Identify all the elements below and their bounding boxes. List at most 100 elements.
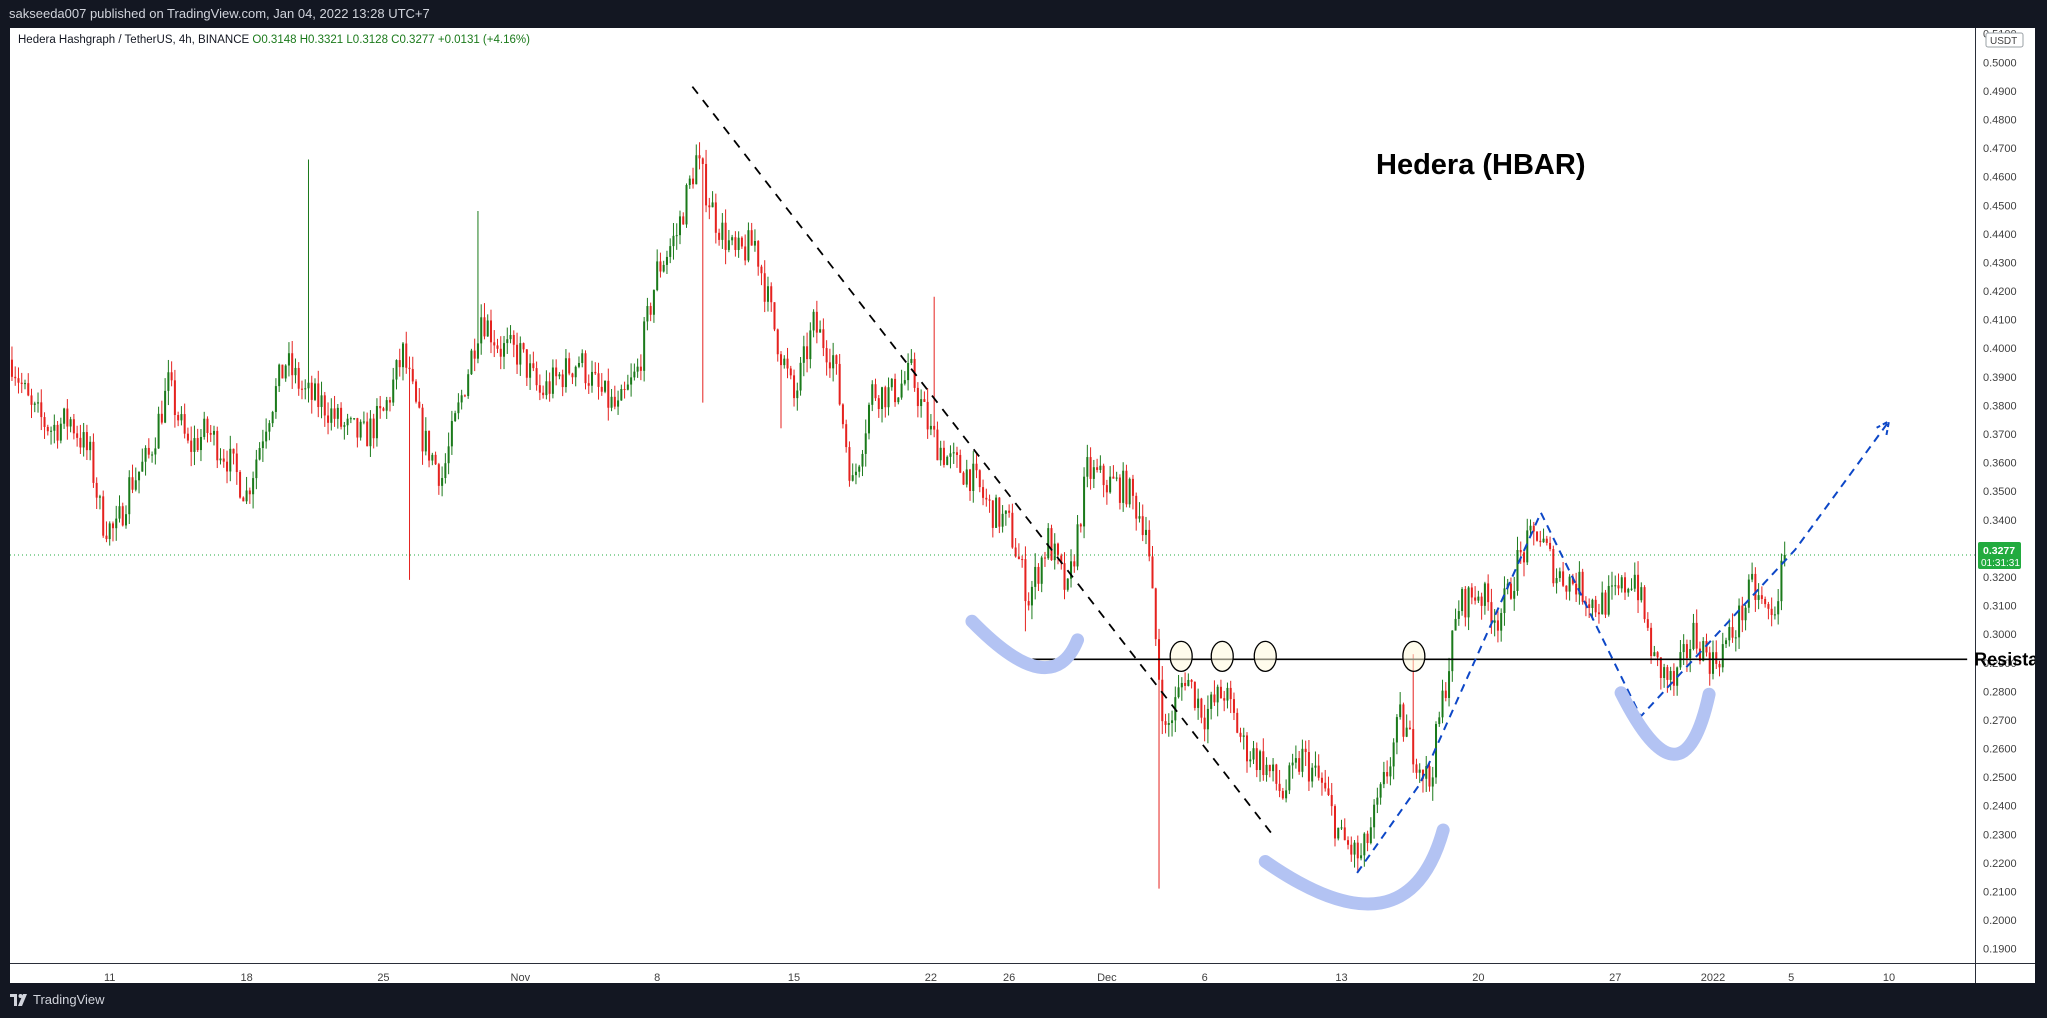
- candle-body-up: [1493, 620, 1496, 623]
- candle-body-down: [1079, 524, 1082, 527]
- candle-body-up: [53, 424, 56, 431]
- candle-body-up: [265, 431, 268, 442]
- candle-body-up: [268, 423, 271, 432]
- candle-body-down: [597, 373, 600, 387]
- ohlc-close: C0.3277: [388, 34, 435, 46]
- candle-body-down: [14, 376, 17, 379]
- candle-body-down: [815, 311, 818, 333]
- candle-body-down: [1656, 652, 1659, 658]
- candle-body-up: [662, 264, 665, 272]
- candle-body-down: [1255, 748, 1258, 771]
- candle-body-up: [349, 418, 352, 420]
- candle-body-up: [1777, 601, 1780, 615]
- candle-body-up: [164, 390, 167, 423]
- candle-body-up: [506, 339, 509, 344]
- y-tick-label: 0.4700: [1983, 143, 2017, 155]
- candle-body-down: [1096, 467, 1099, 470]
- candle-body-down: [1213, 694, 1216, 703]
- candle-body-down: [27, 383, 30, 396]
- candle-body-up: [314, 383, 317, 400]
- candle-body-down: [1184, 682, 1187, 686]
- candle-body-down: [1597, 612, 1600, 615]
- wave-arrowhead: [1876, 419, 1891, 436]
- candle-body-up: [23, 383, 27, 385]
- candle-body-down: [1770, 608, 1773, 616]
- x-tick-label: 10: [1883, 972, 1895, 983]
- candle-body-down: [209, 432, 212, 435]
- candle-body-up: [271, 411, 274, 424]
- candle-body-up: [652, 290, 655, 315]
- candle-body-down: [196, 438, 199, 451]
- candle-body-up: [1620, 577, 1623, 589]
- candle-body-down: [1347, 840, 1350, 845]
- candle-body-down: [186, 433, 189, 441]
- brand-name[interactable]: TradingView: [33, 992, 105, 1007]
- candle-body-down: [340, 407, 343, 427]
- candle-body-down: [779, 354, 783, 366]
- candle-body-down: [763, 273, 766, 302]
- candle-body-down: [1073, 561, 1076, 567]
- candle-body-down: [1317, 765, 1320, 778]
- candle-body-down: [659, 261, 662, 272]
- candle-body-down: [701, 158, 704, 164]
- candle-body-down: [1575, 583, 1578, 595]
- chart-frame[interactable]: 0.51000.50000.49000.48000.47000.46000.45…: [10, 28, 2035, 983]
- candle-body-down: [300, 388, 303, 390]
- candle-body-up: [1663, 667, 1666, 678]
- candle-body-down: [848, 447, 851, 481]
- candle-body-up: [1418, 769, 1421, 773]
- price-chart[interactable]: 0.51000.50000.49000.48000.47000.46000.45…: [10, 28, 2035, 983]
- candle-body-down: [1011, 512, 1014, 548]
- last-price-label: 0.3277: [1983, 545, 2015, 557]
- candle-body-down: [1715, 652, 1718, 664]
- candle-body-down: [173, 380, 176, 416]
- candle-body-down: [1135, 495, 1138, 519]
- candle-body-up: [574, 366, 577, 378]
- candle-body-up: [897, 397, 900, 403]
- candle-body-up: [903, 380, 906, 384]
- candle-body-up: [392, 379, 395, 403]
- candle-body-down: [95, 482, 98, 498]
- candle-body-down: [418, 401, 421, 408]
- candle-body-up: [307, 382, 310, 389]
- candle-body-down: [734, 237, 737, 250]
- x-tick-label: 18: [240, 972, 252, 983]
- candle-body-down: [398, 360, 401, 368]
- y-tick-label: 0.2400: [1983, 801, 2017, 813]
- candle-body-up: [695, 155, 698, 185]
- candle-body-down: [988, 499, 991, 501]
- x-tick-label: 8: [654, 972, 660, 983]
- candle-body-down: [160, 413, 163, 423]
- candle-body-down: [1356, 842, 1359, 859]
- x-tick-label: Nov: [511, 972, 531, 983]
- x-tick-label: 13: [1335, 972, 1347, 983]
- candle-body-down: [525, 349, 528, 378]
- candle-body-up: [551, 367, 554, 394]
- tradingview-logo-icon[interactable]: [10, 993, 30, 1007]
- candle-body-up: [1692, 622, 1695, 650]
- candle-body-down: [789, 368, 792, 376]
- ohlc-low: L0.3128: [343, 34, 388, 46]
- candle-body-down: [955, 452, 958, 455]
- candle-body-up: [946, 456, 949, 465]
- candle-body-down: [327, 415, 330, 423]
- candle-body-up: [1601, 592, 1604, 615]
- chart-background: [10, 28, 2035, 983]
- candle-body-down: [568, 358, 571, 374]
- candle-body-down: [1588, 604, 1591, 608]
- candle-body-up: [1099, 465, 1102, 470]
- candle-body-down: [936, 429, 939, 461]
- candle-body-up: [1122, 470, 1125, 503]
- candle-body-up: [503, 343, 506, 357]
- y-tick-label: 0.4900: [1983, 86, 2017, 98]
- y-tick-label: 0.4000: [1983, 343, 2017, 355]
- candle-body-down: [1536, 531, 1539, 541]
- candle-body-up: [753, 241, 756, 246]
- candle-body-up: [1047, 528, 1050, 559]
- candle-body-up: [1070, 561, 1073, 579]
- candle-body-down: [177, 415, 180, 421]
- candle-body-down: [281, 364, 284, 379]
- candle-body-up: [617, 400, 620, 407]
- candle-body-up: [167, 372, 170, 391]
- candle-body-down: [473, 350, 476, 359]
